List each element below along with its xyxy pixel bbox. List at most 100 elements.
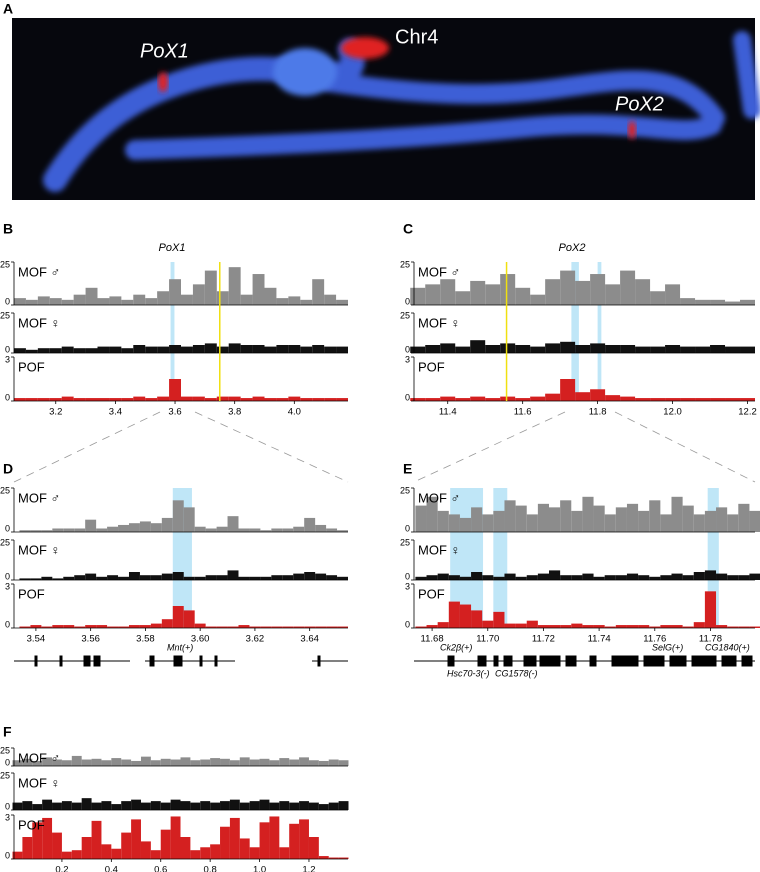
signal-bar: [200, 847, 211, 859]
highlight: [707, 488, 719, 628]
signal-bar: [437, 510, 449, 532]
signal-bar: [530, 346, 546, 353]
signal-bar: [157, 396, 170, 401]
signal-bar: [14, 298, 26, 305]
signal-bar: [560, 270, 576, 305]
signal-bar: [440, 279, 456, 305]
y-tick-label: 25: [0, 259, 10, 269]
signal-bar: [109, 398, 122, 401]
signal-bar: [704, 591, 717, 628]
signal-bar: [593, 505, 605, 532]
signal-bar: [328, 857, 339, 859]
signal-bar: [37, 348, 50, 353]
signal-bar: [318, 856, 329, 859]
signal-bar: [260, 530, 272, 532]
signal-bar: [41, 530, 53, 532]
signal-bar: [12, 851, 23, 859]
signal-bar: [660, 625, 672, 628]
signal-bar: [426, 496, 438, 532]
signal-bar: [249, 801, 260, 810]
signal-bar: [337, 576, 348, 580]
signal-bar: [649, 626, 661, 628]
signal-bar: [338, 857, 349, 859]
signal-bar: [25, 349, 38, 353]
y-tick-label: 25: [400, 259, 410, 269]
signal-bar: [240, 345, 253, 353]
signal-bar: [52, 528, 64, 532]
signal-bar: [61, 346, 74, 353]
signal-bar: [269, 802, 280, 810]
signal-bar: [665, 398, 681, 401]
signal-bar: [571, 623, 583, 628]
track-label: MOF ♀: [18, 542, 60, 557]
signal-bar: [61, 299, 74, 305]
signal-bar: [73, 294, 86, 305]
signal-bar: [590, 274, 606, 305]
y-tick-label: 0: [5, 619, 10, 629]
signal-bar: [660, 575, 672, 580]
signal-bar: [716, 625, 728, 628]
signal-bar: [49, 348, 62, 353]
signal-bar: [63, 576, 75, 580]
signal-bar: [500, 396, 516, 401]
signal-bar: [716, 507, 728, 532]
signal-bar: [649, 576, 661, 580]
signal-bar: [172, 606, 184, 628]
signal-bar: [271, 626, 283, 628]
signal-bar: [181, 396, 193, 401]
y-tick-label: 0: [5, 757, 10, 767]
signal-bar: [190, 760, 201, 766]
micrograph-label: PoX1: [140, 40, 189, 62]
signal-bar: [271, 575, 283, 580]
highlight: [571, 262, 579, 401]
x-tick-label: 3.60: [191, 634, 210, 645]
signal-bar: [471, 507, 483, 532]
gene-label: CG1840(+): [705, 642, 750, 652]
y-tick-label: 25: [0, 537, 10, 547]
signal-bar: [716, 573, 728, 580]
signal-bar: [682, 626, 694, 628]
y-tick-label: 25: [400, 485, 410, 495]
track-label: MOF ♂: [418, 490, 460, 505]
signal-bar: [19, 530, 31, 532]
signal-bar: [22, 837, 33, 859]
signal-bar: [288, 345, 301, 353]
signal-bar: [308, 837, 319, 859]
chart-title: PoX2: [559, 242, 586, 254]
signal-bar: [425, 284, 441, 305]
signal-bar: [665, 345, 681, 353]
signal-bar: [682, 505, 694, 532]
signal-bar: [549, 507, 561, 532]
signal-bar: [14, 348, 26, 353]
signal-bar: [150, 623, 162, 628]
signal-bar: [615, 507, 627, 532]
x-tick-label: 11.6: [514, 407, 532, 418]
signal-bar: [471, 610, 483, 628]
signal-bar: [200, 801, 211, 810]
signal-bar: [338, 801, 349, 810]
y-tick-label: 0: [405, 619, 410, 629]
y-tick-label: 0: [405, 523, 410, 533]
signal-bar: [604, 626, 616, 628]
signal-bar: [620, 396, 636, 401]
signal-bar: [37, 398, 50, 401]
signal-bar: [738, 503, 750, 532]
signal-bar: [180, 801, 191, 810]
signal-bar: [157, 291, 170, 305]
signal-bar: [96, 576, 108, 580]
signal-bar: [190, 802, 201, 810]
signal-bar: [210, 758, 221, 766]
x-tick-label: 0.4: [105, 865, 118, 872]
signal-bar: [139, 625, 151, 628]
signal-bar: [682, 575, 694, 580]
signal-bar: [205, 626, 217, 628]
x-tick-label: 11.4: [439, 407, 457, 418]
signal-bar: [560, 625, 572, 628]
signal-bar: [560, 575, 572, 580]
signal-bar: [180, 757, 191, 766]
highlight: [170, 262, 175, 401]
signal-bar: [288, 396, 301, 401]
signal-bar: [140, 841, 151, 859]
signal-bar: [260, 626, 272, 628]
signal-bar: [239, 802, 250, 810]
